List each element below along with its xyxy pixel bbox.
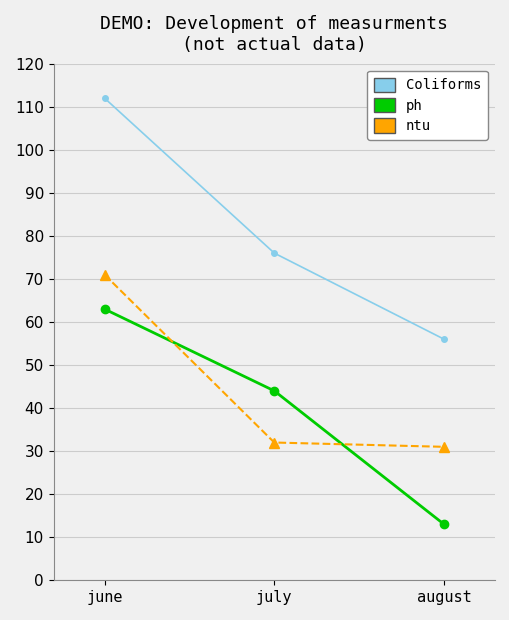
Title: DEMO: Development of measurments
(not actual data): DEMO: Development of measurments (not ac… bbox=[100, 15, 447, 54]
Legend: Coliforms, ph, ntu: Coliforms, ph, ntu bbox=[366, 71, 487, 140]
